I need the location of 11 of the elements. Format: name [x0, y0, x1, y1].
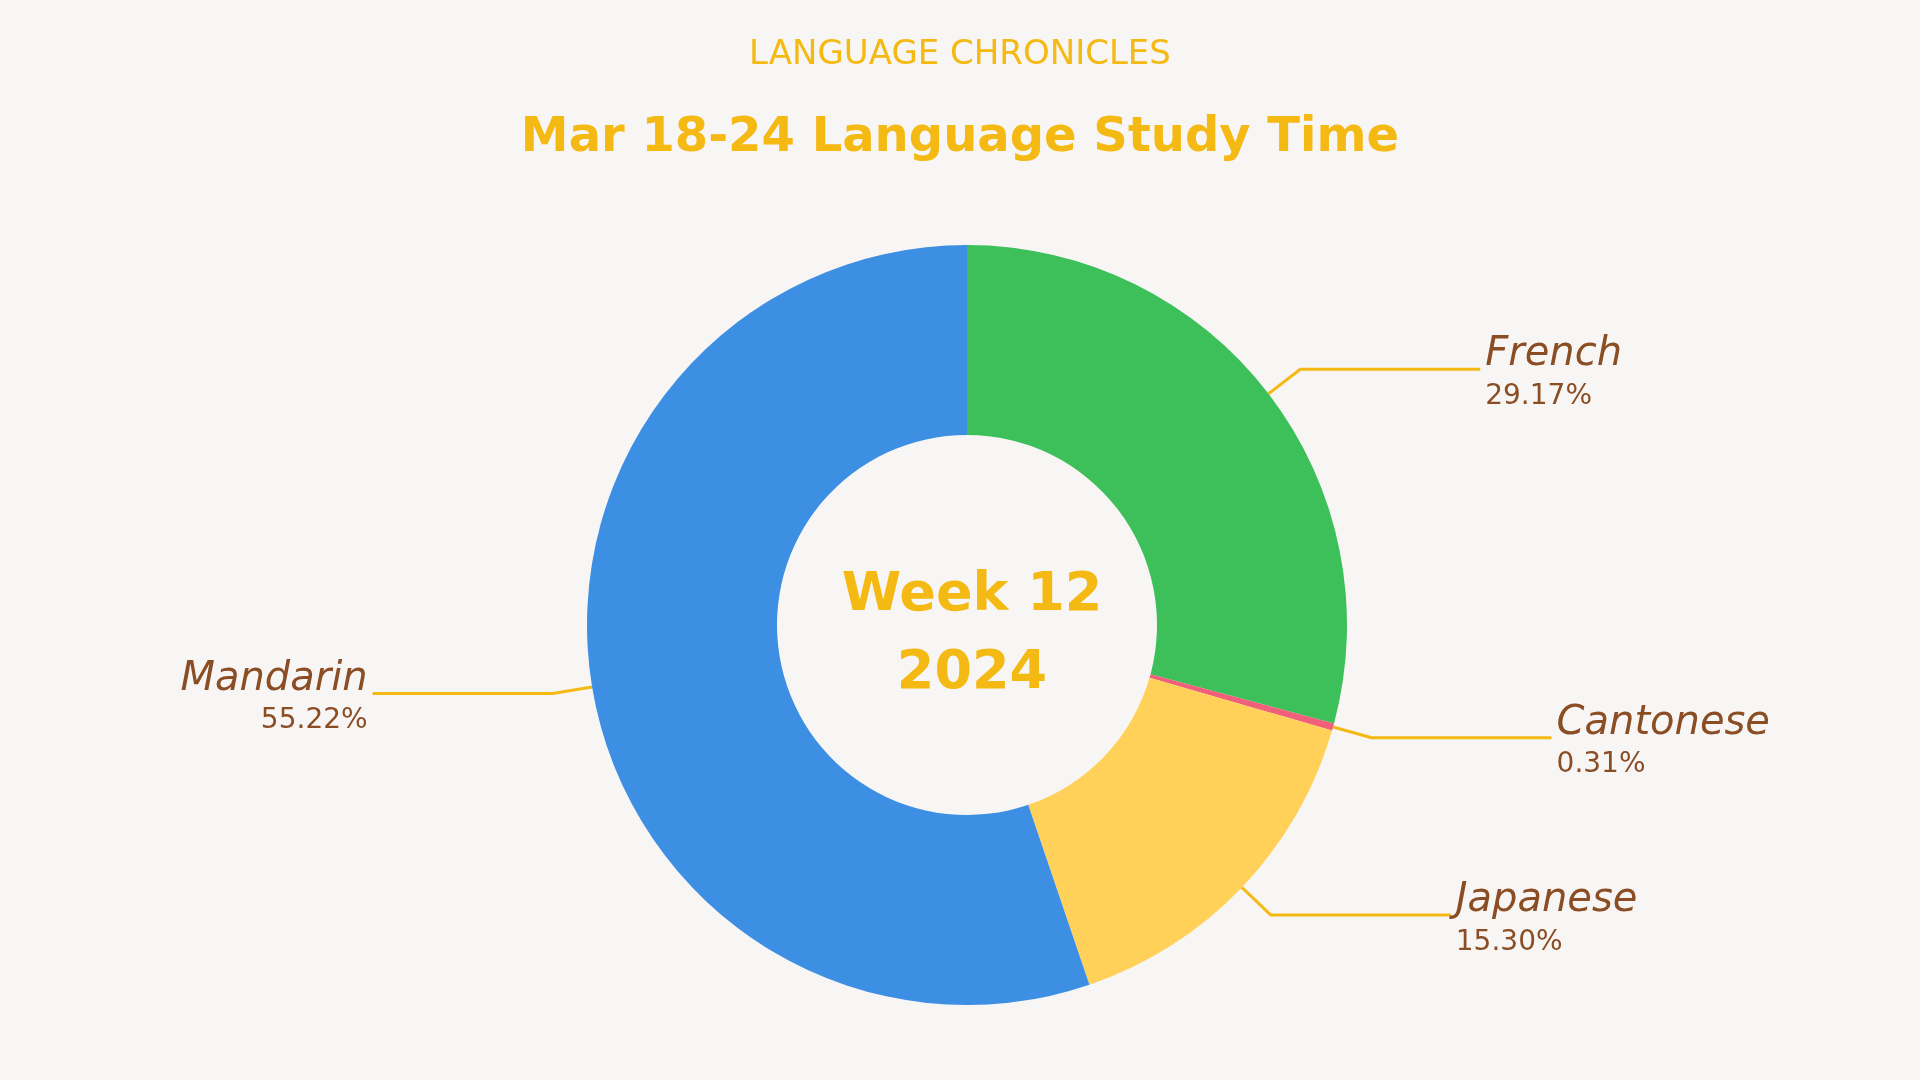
data-label: 15.30% [1455, 923, 1563, 957]
chart-title: Mar 18-24 Language Study Time [520, 106, 1400, 162]
slice-label: Cantonese [1556, 696, 1770, 743]
chart-subtitle: LANGUAGE CHRONICLES [749, 32, 1171, 72]
data-label: 55.22% [260, 702, 368, 736]
data-label: 29.17% [1485, 377, 1592, 411]
slice-label: Mandarin [180, 652, 368, 699]
data-label: 0.31% [1556, 746, 1646, 780]
slice-label: French [1485, 328, 1622, 375]
text: Week 12 2024 [841, 559, 1103, 701]
slice-label: Japanese [1448, 874, 1638, 920]
